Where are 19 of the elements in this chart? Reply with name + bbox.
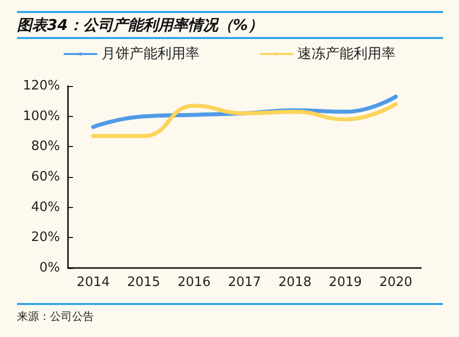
x-tick-label: 2014 <box>76 275 110 290</box>
x-tick-label: 2015 <box>127 275 160 290</box>
source-note: 来源：公司公告 <box>17 309 95 324</box>
y-tick-label: 80% <box>31 139 60 154</box>
x-tick-label: 2020 <box>379 275 412 290</box>
y-tick-label: 60% <box>31 170 60 184</box>
y-tick-label: 40% <box>31 200 60 215</box>
x-tick-label: 2019 <box>328 275 362 290</box>
x-tick-label: 2018 <box>278 275 312 290</box>
y-tick-label: 0% <box>39 260 60 276</box>
legend-label: 速冻产能利用率 <box>298 46 396 62</box>
x-tick-label: 2017 <box>228 275 262 290</box>
y-tick-label: 20% <box>31 230 60 246</box>
chart-title: 图表34：公司产能利用率情况（%） <box>17 11 443 39</box>
legend-label: 月饼产能利用率 <box>102 46 200 62</box>
x-tick-label: 2016 <box>178 275 211 290</box>
y-tick-label: 120% <box>22 78 60 94</box>
line-series <box>91 102 398 138</box>
y-tick-label: 100% <box>22 108 60 124</box>
